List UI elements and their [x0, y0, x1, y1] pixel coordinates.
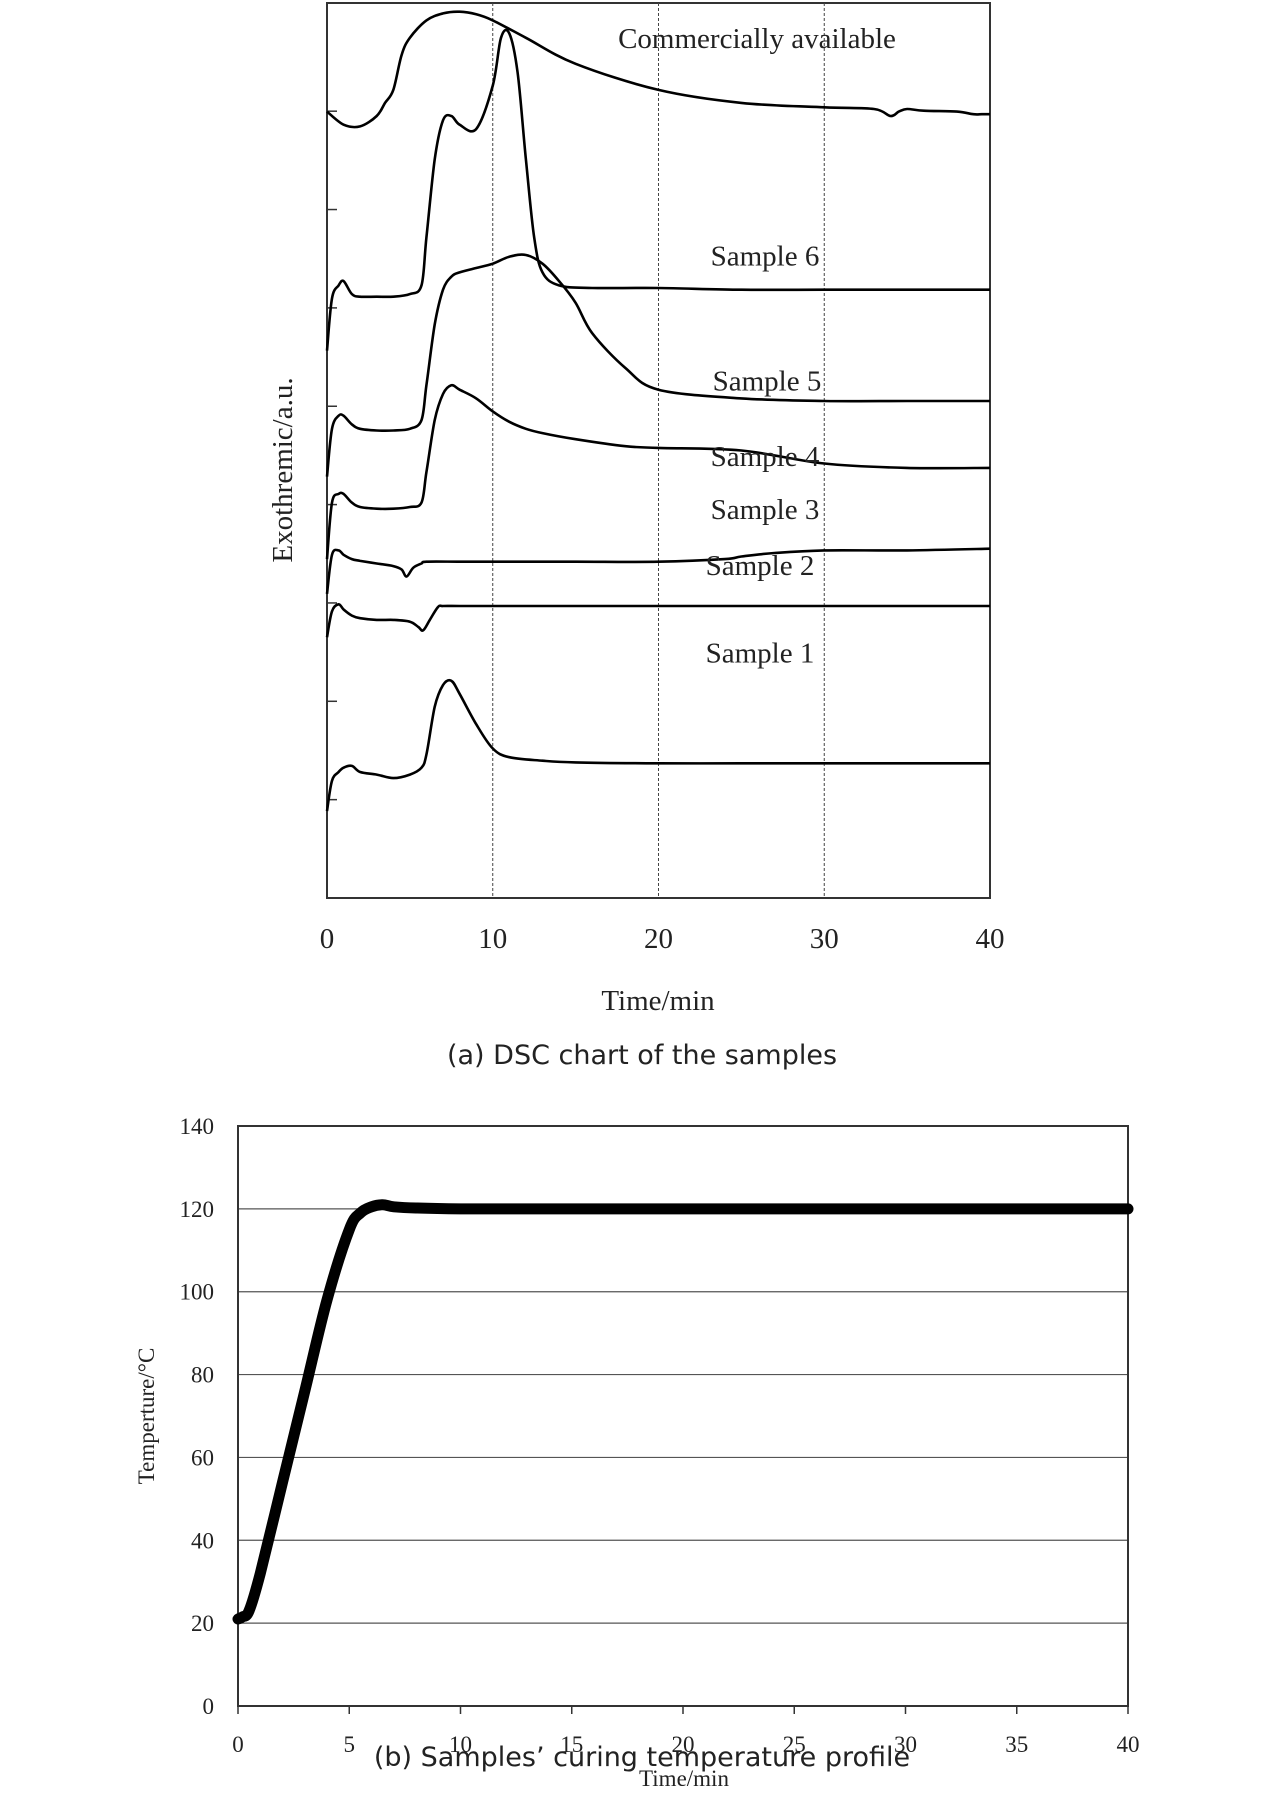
x-tick-label: 0	[320, 923, 335, 955]
temperature-line	[232, 1199, 1134, 1625]
y-tick-label: 80	[191, 1363, 214, 1388]
x-tick-label: 10	[478, 923, 507, 955]
caption-b: (b) Samples’ curing temperature profile	[373, 1742, 911, 1773]
series-label: Commercially available	[618, 23, 896, 55]
x-tick-label: 5	[344, 1732, 356, 1757]
x-axis-label: Time/min	[601, 985, 715, 1017]
series-line-1	[326, 10, 990, 129]
y-tick-label: 100	[180, 1280, 215, 1305]
x-tick-label: 0	[232, 1732, 244, 1757]
y-tick-label: 140	[180, 1114, 215, 1139]
series-label: Sample 4	[711, 441, 820, 473]
temperature-chart: 0 20 40 60 80 100 120 140 0 5 10 15 20 25 30 35 40 Time…	[134, 1114, 1140, 1791]
y-tick-label: 40	[191, 1528, 214, 1553]
y-tick-label: 60	[191, 1445, 214, 1470]
x-tick-label: 40	[1117, 1732, 1140, 1757]
series-line-5	[325, 547, 991, 595]
series-line-6	[325, 603, 990, 638]
x-axis-label-b: Time/min	[639, 1766, 729, 1791]
series-label: Sample 1	[706, 638, 815, 670]
y-tick-label: 20	[191, 1611, 214, 1636]
x-tick-label: 15	[560, 1732, 583, 1757]
y-axis-label-b: Temperture/°C	[134, 1348, 159, 1485]
figure-b: 0 20 40 60 80 100 120 140 0 5 10 15 20 25 30 35 40 Time…	[0, 1090, 1284, 1796]
y-tick-label: 0	[203, 1694, 215, 1719]
dsc-chart: Commercially available Sample 6 Sample 5 Sa…	[267, 2, 1005, 1017]
y-tick-label: 120	[180, 1197, 215, 1222]
y-axis-label: Exothremic/a.u.	[267, 377, 299, 562]
x-tick-label: 20	[644, 923, 673, 955]
series-line-4	[325, 383, 991, 560]
series-label: Sample 5	[713, 366, 822, 398]
x-tick-label: 30	[894, 1732, 917, 1757]
x-tick-label: 20	[672, 1732, 695, 1757]
x-tick-label: 40	[976, 923, 1005, 955]
series-line-3	[325, 253, 990, 477]
figure-a: Commercially available Sample 6 Sample 5 Sa…	[267, 2, 1005, 1071]
caption-a: (a) DSC chart of the samples	[446, 1040, 838, 1071]
series-line-2	[325, 28, 990, 351]
x-tick-label: 35	[1005, 1732, 1028, 1757]
series-label: Sample 3	[711, 494, 820, 526]
x-tick-label: 30	[810, 923, 839, 955]
series-line-7	[325, 678, 990, 812]
x-tick-label: 10	[449, 1732, 472, 1757]
series-label: Sample 2	[706, 550, 815, 582]
series-label: Sample 6	[711, 240, 820, 272]
x-tick-label: 25	[783, 1732, 806, 1757]
